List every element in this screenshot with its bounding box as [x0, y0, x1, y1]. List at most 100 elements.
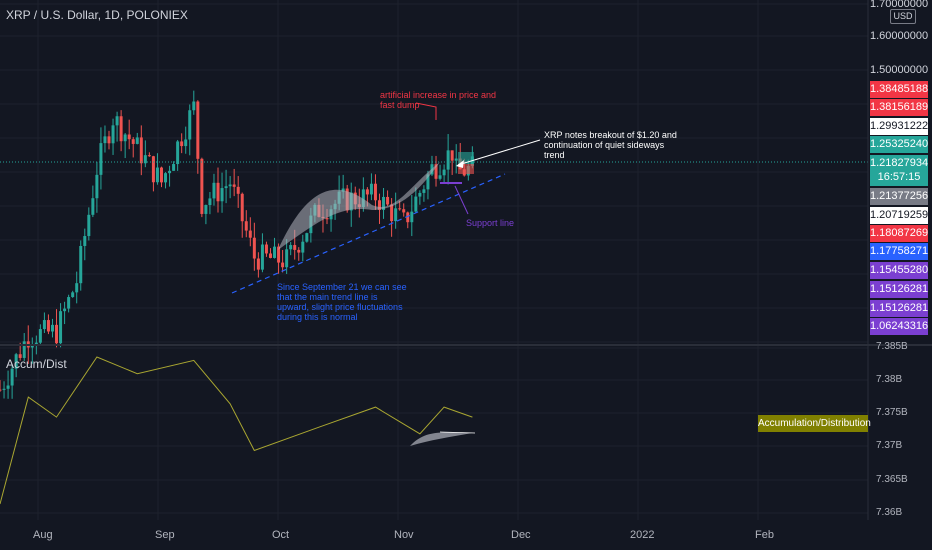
price-badge: 1.38485188: [870, 81, 928, 98]
candle-body: [164, 173, 168, 183]
breakout-arrow: [457, 139, 541, 166]
candle-body: [414, 196, 418, 212]
candle-body: [402, 209, 406, 213]
candle-body: [394, 208, 398, 222]
price-tick: 1.50000000: [870, 64, 929, 76]
support-pointer: [454, 185, 469, 215]
candle-body: [176, 141, 180, 165]
annotation-line: trend: [544, 150, 565, 160]
candle-body: [260, 244, 264, 270]
candle-body: [454, 158, 458, 161]
indicator-value-badge: Accumulation/Distribution: [758, 415, 871, 432]
price-badge: 1.21377256: [870, 188, 928, 205]
candle-body: [220, 188, 224, 202]
price-badge: 1.21827934: [870, 155, 928, 172]
candle-body: [67, 297, 71, 309]
indicator-tick: 7.385B: [876, 341, 908, 352]
ad-level-line: [439, 431, 476, 434]
candle-body: [365, 189, 369, 195]
candle-body: [373, 183, 377, 201]
candle-body: [422, 189, 426, 193]
candle-body: [188, 110, 192, 140]
candle-body: [83, 236, 87, 246]
candle-body: [46, 320, 50, 332]
candle-body: [143, 155, 147, 164]
price-badge: 1.17758271: [870, 243, 928, 260]
candle-body: [434, 164, 438, 179]
candle-body: [2, 388, 6, 390]
price-tick: 1.70000000: [870, 0, 929, 10]
annotation-line: that the main trend line is: [277, 292, 378, 302]
candle-body: [244, 221, 248, 231]
price-badge: 1.15126281: [870, 300, 928, 317]
candle-body: [289, 245, 293, 250]
candle-body: [151, 156, 155, 183]
candle-body: [34, 342, 38, 346]
candle-body: [325, 218, 329, 220]
candle-body: [386, 196, 390, 205]
candle-body: [256, 258, 260, 270]
candle-body: [248, 230, 252, 238]
candle-body: [139, 137, 143, 164]
candle-body: [252, 237, 256, 259]
candle-body: [115, 116, 119, 126]
price-badge: 1.18087269: [870, 225, 928, 242]
candle-body: [369, 183, 373, 195]
candle-body: [111, 125, 115, 144]
breakout-arrowhead: [456, 160, 464, 168]
annotation-line: Since September 21 we can see: [277, 282, 407, 292]
currency-label[interactable]: USD: [890, 9, 916, 24]
pattern-shape: [278, 162, 440, 250]
candle-body: [184, 139, 188, 147]
annotation-line: fast dump: [380, 100, 420, 110]
candle-body: [208, 198, 212, 206]
price-badge: 1.15455280: [870, 262, 928, 279]
annotation-breakout[interactable]: XRP notes breakout of $1.20 and continua…: [544, 130, 677, 160]
price-badge: 16:57:15: [870, 169, 928, 186]
price-badge: 1.20719259: [870, 207, 928, 224]
candle-body: [418, 192, 422, 197]
annotation-trend[interactable]: Since September 21 we can see that the m…: [277, 282, 407, 322]
price-badge: 1.25325240: [870, 136, 928, 153]
candle-body: [228, 184, 232, 187]
candle-body: [75, 283, 79, 293]
candle-body: [450, 150, 454, 161]
candle-body: [22, 341, 26, 358]
candle-body: [406, 212, 410, 223]
pump-arrow: [415, 102, 437, 120]
candle-body: [277, 246, 281, 263]
price-badge: 1.38156189: [870, 99, 928, 116]
candle-body: [131, 139, 135, 144]
time-tick: Aug: [33, 529, 53, 541]
candle-body: [224, 186, 228, 189]
indicator-tick: 7.37B: [876, 440, 903, 451]
annotation-line: continuation of quiet sideways: [544, 140, 665, 150]
annotation-pump-dump[interactable]: artificial increase in price and fast du…: [380, 90, 496, 110]
candle-body: [293, 245, 297, 250]
candle-body: [159, 167, 163, 183]
candle-body: [50, 324, 54, 332]
candle-body: [71, 292, 75, 298]
candle-body: [91, 198, 95, 215]
annotation-line: during this is normal: [277, 312, 358, 322]
candle-body: [119, 116, 123, 142]
candle-body: [268, 253, 272, 258]
candle-body: [103, 136, 107, 144]
symbol-title[interactable]: XRP / U.S. Dollar, 1D, POLONIEX: [6, 8, 188, 22]
candle-body: [0, 389, 2, 391]
indicator-title[interactable]: Accum/Dist: [6, 357, 67, 371]
candle-body: [14, 354, 18, 369]
ad-line: [0, 356, 473, 505]
candle-body: [168, 170, 172, 174]
candle-body: [297, 249, 301, 253]
candle-body: [123, 134, 127, 142]
position-box-loss: [458, 164, 474, 174]
annotation-support[interactable]: Support line: [466, 218, 515, 228]
candle-body: [232, 184, 236, 187]
candle-body: [410, 211, 414, 223]
candle-body: [382, 196, 386, 210]
candle-body: [390, 204, 394, 222]
candle-body: [87, 214, 91, 237]
